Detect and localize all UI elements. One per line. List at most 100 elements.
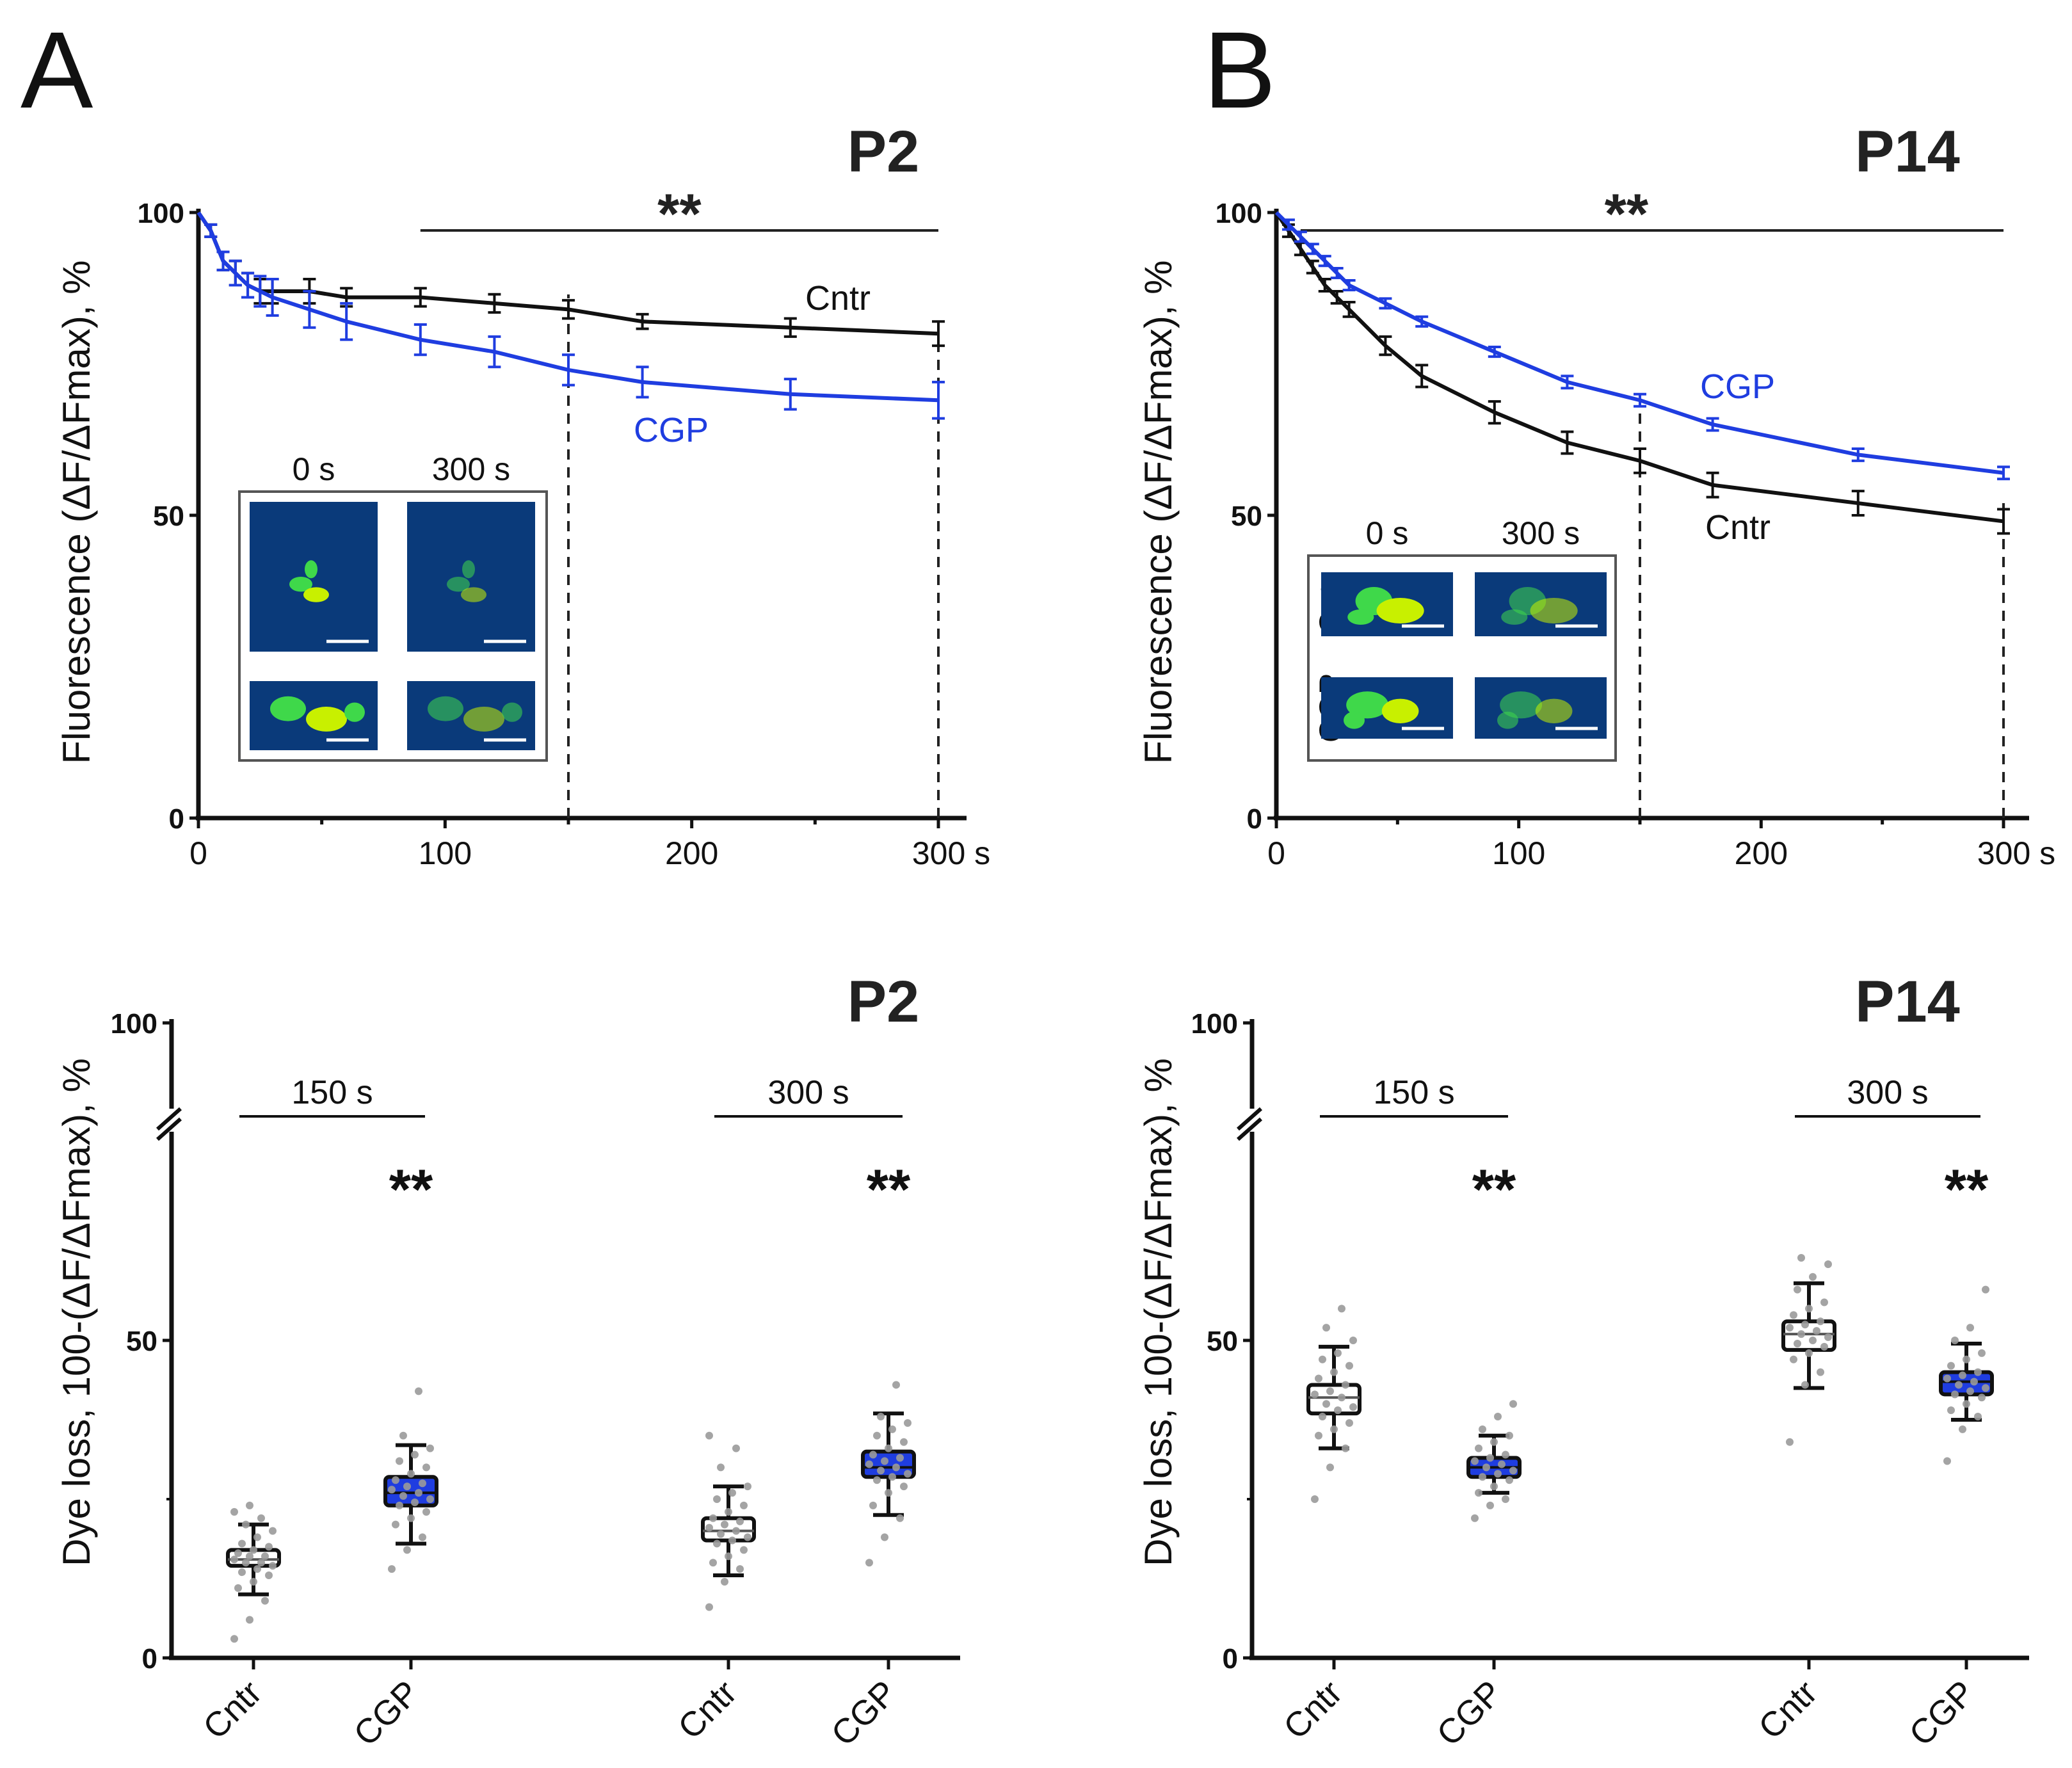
data-point <box>1330 1425 1338 1433</box>
data-point <box>721 1520 728 1529</box>
data-point <box>713 1495 721 1503</box>
data-point <box>426 1495 434 1503</box>
data-point <box>1479 1473 1486 1481</box>
data-point <box>1498 1460 1506 1468</box>
data-point <box>1982 1384 1989 1392</box>
box-chart-p14: 0 50 100 150 s Cntr CGP ** 300 s Cntr CGP ** <box>1191 1008 2029 1753</box>
data-point <box>269 1527 277 1535</box>
data-point <box>865 1460 873 1468</box>
axis-break <box>156 1107 182 1131</box>
data-point <box>230 1635 238 1643</box>
data-point <box>1809 1337 1817 1344</box>
data-point <box>709 1514 717 1522</box>
data-point <box>388 1486 396 1494</box>
data-point <box>744 1483 751 1491</box>
data-point <box>246 1552 253 1561</box>
data-point <box>396 1501 403 1509</box>
series-label-cntr: Cntr <box>1705 508 1771 547</box>
micrograph-signal <box>306 706 347 732</box>
data-point <box>1482 1463 1490 1472</box>
data-point <box>1797 1254 1805 1262</box>
data-point <box>705 1523 713 1532</box>
data-point <box>238 1568 246 1577</box>
data-point <box>709 1559 717 1567</box>
data-point <box>1824 1333 1832 1342</box>
data-point <box>1794 1339 1801 1347</box>
data-point <box>1475 1489 1482 1497</box>
data-point <box>1955 1381 1963 1389</box>
x-tick-label: CGP <box>1429 1673 1509 1753</box>
data-point <box>253 1533 261 1541</box>
micrograph-signal <box>1381 698 1419 724</box>
ylabel-b-box: Dye loss, 100-(ΔF/ΔFmax), % <box>1137 1058 1180 1566</box>
micrograph-signal <box>1501 609 1528 625</box>
significance-marker: ** <box>867 1157 911 1221</box>
data-point <box>1951 1337 1959 1344</box>
data-point <box>705 1431 713 1440</box>
data-point <box>411 1498 419 1506</box>
x-tick-label: 100 <box>1492 835 1545 871</box>
data-point <box>728 1536 736 1545</box>
significance-marker: ** <box>1605 182 1649 245</box>
data-point <box>1943 1374 1951 1383</box>
data-point <box>740 1501 748 1509</box>
micrograph-signal <box>1497 711 1518 729</box>
data-point <box>1970 1378 1978 1386</box>
panel-letter-b: B <box>1203 10 1276 131</box>
y-tick-label: 0 <box>1223 1643 1238 1675</box>
data-point <box>1330 1368 1338 1376</box>
data-point <box>1978 1394 1986 1402</box>
data-point <box>242 1520 250 1529</box>
x-tick-label: Cntr <box>671 1673 744 1747</box>
data-point <box>1502 1495 1509 1503</box>
data-point <box>422 1507 430 1516</box>
significance-marker: ** <box>1945 1157 1989 1221</box>
x-tick-label: CGP <box>824 1673 904 1753</box>
group-label: 150 s <box>1373 1074 1454 1111</box>
x-tick-label: 0 <box>1267 835 1285 871</box>
panel-letter-a: A <box>20 10 93 131</box>
data-point <box>736 1565 744 1573</box>
data-point <box>419 1479 426 1488</box>
data-point <box>1319 1413 1326 1421</box>
data-point <box>1506 1476 1513 1484</box>
data-point <box>1334 1349 1342 1357</box>
data-point <box>892 1381 900 1389</box>
data-point <box>1509 1467 1517 1475</box>
group-label: 150 s <box>291 1074 373 1111</box>
x-tick-label: CGP <box>1902 1673 1982 1753</box>
box-chart-p2: 0 50 100 150 s Cntr CGP ** 300 s Cntr CGP ** <box>111 1008 960 1753</box>
data-point <box>904 1418 912 1427</box>
data-point <box>1947 1362 1955 1370</box>
x-tick-label: 300 s <box>912 835 990 871</box>
data-point <box>419 1533 426 1541</box>
data-point <box>713 1539 721 1548</box>
y-tick-label: 50 <box>126 1326 157 1357</box>
data-point <box>1471 1457 1479 1465</box>
x-tick-label: CGP <box>346 1673 426 1753</box>
data-point <box>1966 1324 1974 1332</box>
data-point <box>1786 1324 1794 1332</box>
data-point <box>1820 1298 1828 1306</box>
inset-time-label: 300 s <box>1502 515 1580 551</box>
y-tick-label: 50 <box>153 501 184 532</box>
data-point <box>896 1454 904 1462</box>
data-point <box>865 1559 873 1567</box>
micrograph-signal <box>463 706 504 732</box>
data-point <box>1475 1444 1482 1452</box>
y-tick-label: 0 <box>1247 803 1262 835</box>
data-point <box>1982 1285 1989 1294</box>
data-point <box>1805 1349 1813 1357</box>
data-point <box>234 1549 242 1557</box>
data-point <box>732 1444 740 1452</box>
data-point <box>1794 1285 1801 1294</box>
data-point <box>1338 1305 1345 1313</box>
inset-time-label: 300 s <box>432 451 510 487</box>
data-point <box>242 1559 250 1567</box>
data-point <box>1790 1311 1797 1319</box>
data-point <box>1801 1381 1809 1389</box>
data-point <box>1978 1349 1986 1357</box>
data-point <box>1506 1431 1513 1440</box>
x-tick-label: 200 <box>1735 835 1788 871</box>
